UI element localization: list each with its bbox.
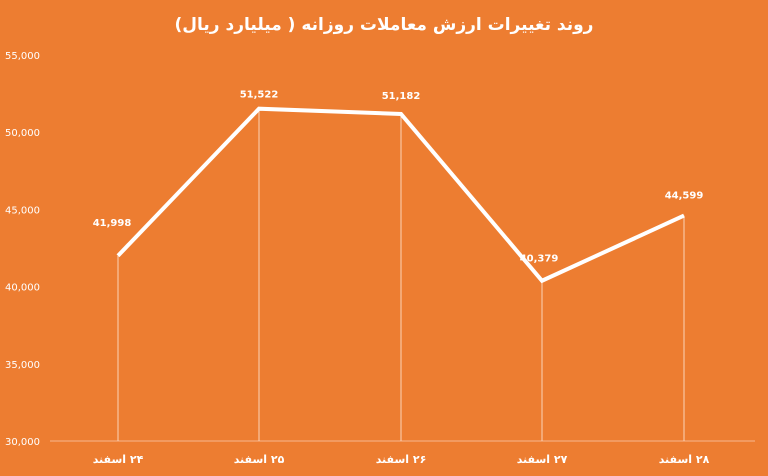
x-tick-label: ۲۴ اسفند	[93, 453, 144, 466]
data-label: 51,182	[382, 91, 421, 102]
y-axis-ticks: 30,000 35,000 40,000 45,000 50,000 55,000	[5, 51, 40, 448]
x-tick-label: ۲۷ اسفند	[517, 453, 568, 466]
y-tick-label: 45,000	[5, 205, 40, 216]
y-tick-label: 55,000	[5, 51, 40, 62]
x-tick-label: ۲۶ اسفند	[376, 453, 427, 466]
series-line	[116, 106, 685, 284]
x-axis-ticks: ۲۴ اسفند ۲۵ اسفند ۲۶ اسفند ۲۷ اسفند ۲۸ اسفند	[93, 453, 710, 466]
y-tick-label: 40,000	[5, 283, 40, 294]
data-label: 40,379	[520, 254, 559, 265]
y-tick-label: 50,000	[5, 128, 40, 139]
y-tick-label: 30,000	[5, 437, 40, 448]
data-label: 51,522	[240, 90, 279, 101]
data-label: 41,998	[93, 218, 132, 229]
drop-lines	[117, 108, 685, 441]
x-tick-label: ۲۵ اسفند	[234, 453, 285, 466]
data-label: 44,599	[665, 191, 704, 202]
data-labels: 41,998 51,522 51,182 40,379 44,599	[93, 90, 704, 265]
x-tick-label: ۲۸ اسفند	[659, 453, 710, 466]
y-tick-label: 35,000	[5, 360, 40, 371]
chart-title: روند تغییرات ارزش معاملات روزانه ( میلیا…	[175, 15, 594, 35]
